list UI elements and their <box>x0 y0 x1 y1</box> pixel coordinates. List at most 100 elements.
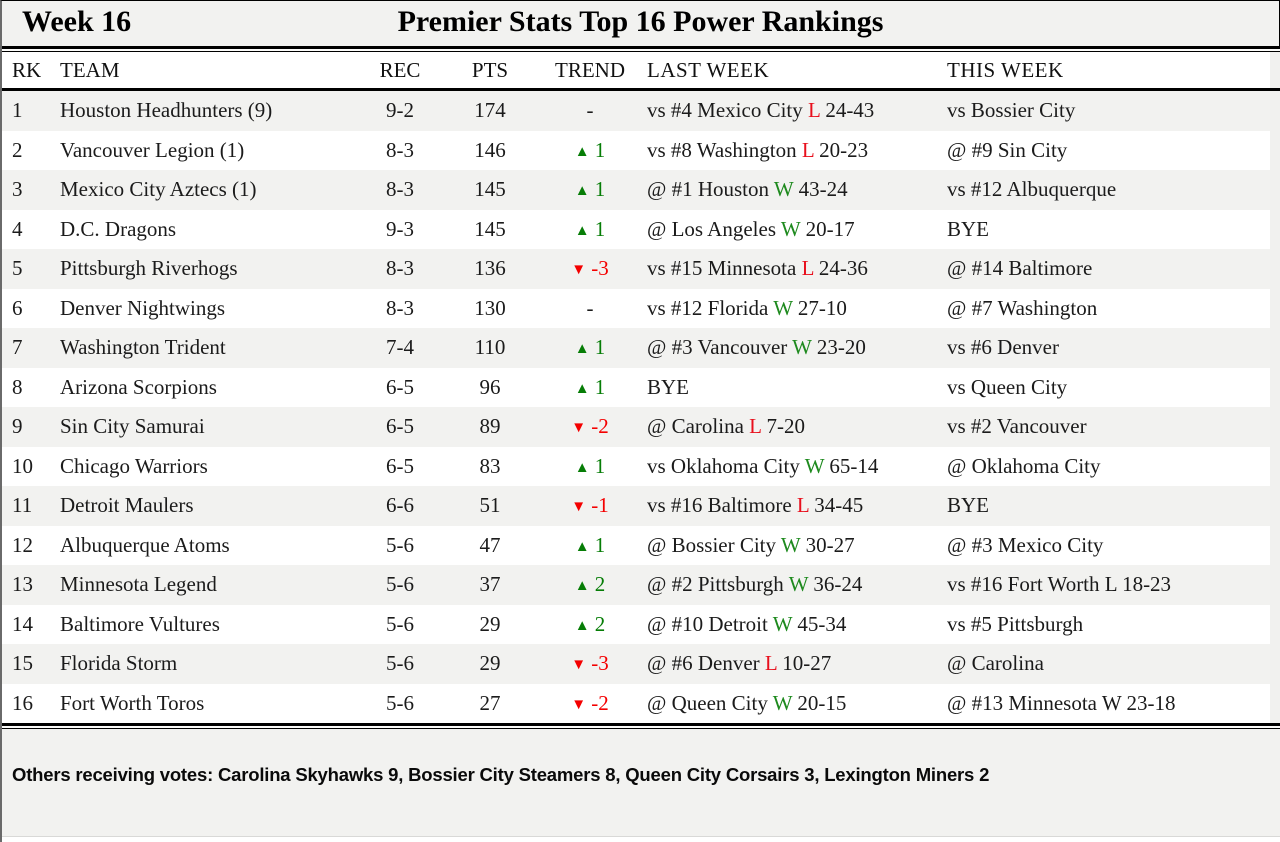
last-week-score: 43-24 <box>793 177 848 202</box>
last-week-result-letter: W <box>772 690 793 715</box>
team-cell: Albuquerque Atoms <box>60 532 230 557</box>
trend-up-icon: ▲ <box>574 143 590 160</box>
table-row: 7 Washington Trident 7-4 110 ▲ 1 @ #3 Va… <box>2 328 1270 368</box>
table-row: 4 D.C. Dragons 9-3 145 ▲ 1 @ Los Angeles… <box>2 209 1270 249</box>
rank-cell: 6 <box>12 295 23 320</box>
trend-up-icon: ▲ <box>574 538 590 555</box>
last-week-result-letter: W <box>788 572 809 597</box>
record-cell: 5-6 <box>386 690 414 715</box>
record-cell: 5-6 <box>386 651 414 676</box>
last-week-opponent: vs #16 Baltimore <box>647 493 797 518</box>
col-header-rec: REC <box>379 57 421 82</box>
this-week-cell: @ #9 Sin City <box>947 137 1068 162</box>
trend-cell: - <box>586 98 594 123</box>
this-week-cell: vs Bossier City <box>947 98 1076 123</box>
last-week-cell: @ Carolina L 7-20 <box>647 414 947 439</box>
col-header-team: TEAM <box>60 57 120 82</box>
table-bottom-divider <box>2 723 1280 729</box>
rank-cell: 10 <box>12 453 33 478</box>
record-cell: 5-6 <box>386 611 414 636</box>
points-cell: 136 <box>474 256 506 281</box>
this-week-cell: @ Carolina <box>947 651 1044 676</box>
record-cell: 7-4 <box>386 335 414 360</box>
this-week-cell: @ #7 Washington <box>947 295 1098 320</box>
last-week-result-letter: W <box>804 453 825 478</box>
trend-value: 1 <box>589 216 606 241</box>
rank-cell: 14 <box>12 611 33 636</box>
last-week-score: 65-14 <box>824 453 879 478</box>
rank-cell: 2 <box>12 137 23 162</box>
points-cell: 37 <box>479 572 501 597</box>
this-week-cell: vs #6 Denver <box>947 335 1059 360</box>
trend-cell: ▼ -3 <box>545 256 635 281</box>
trend-value: 1 <box>589 335 606 360</box>
team-cell: Washington Trident <box>60 335 226 360</box>
last-week-opponent: @ Queen City <box>647 690 773 715</box>
points-cell: 110 <box>474 335 506 360</box>
last-week-score: 45-34 <box>792 611 847 636</box>
team-cell: Sin City Samurai <box>60 414 205 439</box>
trend-up-icon: ▲ <box>574 341 590 358</box>
record-cell: 8-3 <box>386 137 414 162</box>
record-cell: 6-5 <box>386 374 414 399</box>
last-week-score: 34-45 <box>808 493 864 518</box>
rank-cell: 16 <box>12 690 33 715</box>
team-cell: Baltimore Vultures <box>60 611 220 636</box>
trend-cell: ▲ 1 <box>545 138 635 163</box>
table-row: 14 Baltimore Vultures 5-6 29 ▲ 2 @ #10 D… <box>2 604 1270 644</box>
trend-down-icon: ▼ <box>571 262 587 279</box>
last-week-opponent: vs #12 Florida <box>647 295 774 320</box>
rank-cell: 7 <box>12 335 23 360</box>
points-cell: 51 <box>479 493 501 518</box>
this-week-cell: @ Oklahoma City <box>947 453 1101 478</box>
points-cell: 83 <box>479 453 501 478</box>
table-row: 5 Pittsburgh Riverhogs 8-3 136 ▼ -3 vs #… <box>2 249 1270 289</box>
last-week-opponent: @ #6 Denver <box>647 651 765 676</box>
team-cell: Fort Worth Toros <box>60 690 205 715</box>
record-cell: 6-5 <box>386 453 414 478</box>
rank-cell: 4 <box>12 216 23 241</box>
points-cell: 146 <box>474 137 506 162</box>
last-week-opponent: BYE <box>647 374 689 399</box>
rank-cell: 15 <box>12 651 33 676</box>
points-cell: 29 <box>479 651 501 676</box>
trend-cell: ▼ -1 <box>545 493 635 518</box>
points-cell: 47 <box>479 532 501 557</box>
last-week-opponent: vs #15 Minnesota <box>647 256 802 281</box>
table-row: 1 Houston Headhunters (9) 9-2 174 - vs #… <box>2 91 1270 131</box>
col-header-rk: RK <box>12 57 42 82</box>
points-cell: 130 <box>474 295 506 320</box>
this-week-cell: vs #5 Pittsburgh <box>947 611 1084 636</box>
team-cell: Mexico City Aztecs (1) <box>60 177 257 202</box>
last-week-cell: @ Bossier City W 30-27 <box>647 533 947 558</box>
points-cell: 29 <box>479 611 501 636</box>
trend-down-icon: ▼ <box>571 657 587 674</box>
trend-cell: ▲ 1 <box>545 375 635 400</box>
points-cell: 174 <box>474 98 506 123</box>
trend-up-icon: ▲ <box>574 617 590 634</box>
record-cell: 6-5 <box>386 414 414 439</box>
team-cell: Chicago Warriors <box>60 453 208 478</box>
team-cell: Pittsburgh Riverhogs <box>60 256 238 281</box>
trend-value: -1 <box>586 493 609 518</box>
last-week-cell: @ #3 Vancouver W 23-20 <box>647 335 947 360</box>
last-week-cell: @ #10 Detroit W 45-34 <box>647 612 947 637</box>
title-divider <box>2 46 1280 52</box>
record-cell: 9-3 <box>386 216 414 241</box>
table-row: 9 Sin City Samurai 6-5 89 ▼ -2 @ Carolin… <box>2 407 1270 447</box>
this-week-cell: @ #13 Minnesota W 23-18 <box>947 690 1176 715</box>
last-week-cell: vs #16 Baltimore L 34-45 <box>647 493 947 518</box>
record-cell: 8-3 <box>386 177 414 202</box>
trend-cell: ▲ 2 <box>545 572 635 597</box>
points-cell: 145 <box>474 216 506 241</box>
last-week-result-letter: L <box>801 256 814 281</box>
team-cell: Houston Headhunters (9) <box>60 98 273 123</box>
last-week-result-letter: L <box>801 137 814 162</box>
rank-cell: 9 <box>12 414 23 439</box>
trend-cell: ▲ 1 <box>545 217 635 242</box>
rank-cell: 3 <box>12 177 23 202</box>
header-divider <box>2 88 1280 91</box>
trend-value: 1 <box>589 177 606 202</box>
last-week-opponent: @ #3 Vancouver <box>647 335 793 360</box>
